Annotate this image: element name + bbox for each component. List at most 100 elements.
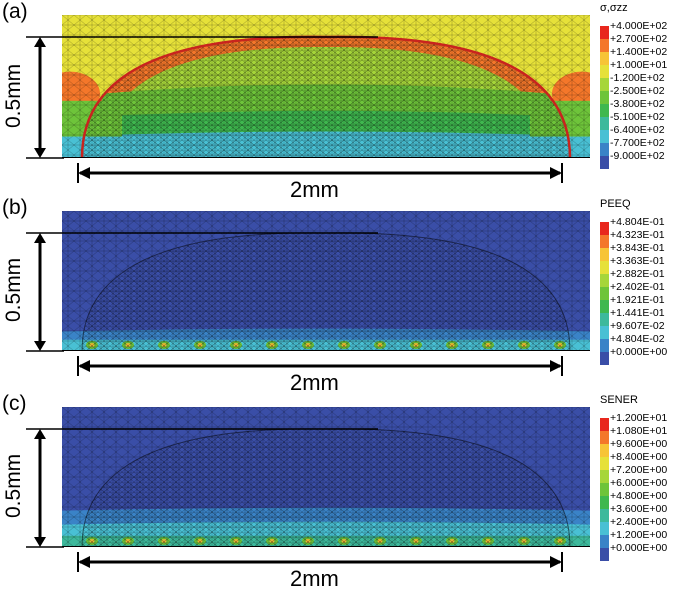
legend-tick-label: +1.000E+01 (610, 59, 668, 71)
legend-row: -2.500E+02 (598, 85, 700, 104)
legend-row: -3.800E+02 (598, 98, 700, 117)
legend-tick-label: +4.804E-01 (610, 216, 665, 228)
legend-tick-label: +4.323E-01 (610, 229, 665, 241)
legend-swatch (600, 509, 609, 522)
legend-row: +4.000E+02 (598, 20, 700, 39)
panel-a: (a) 0.5mm 2mm σ,σzz +4.000E+02 +2.700E+02 +1.4… (0, 0, 700, 202)
legend-swatch (600, 26, 609, 39)
legend-row: +9.600E+00 (598, 438, 700, 457)
panel-label: (a) (2, 0, 28, 23)
legend-swatch (600, 535, 609, 548)
dimension-lines (26, 232, 563, 376)
legend-row: +1.200E+01 (598, 412, 700, 431)
legend-row: +2.400E+00 (598, 516, 700, 535)
legend-row: +2.402E-01 (598, 281, 700, 300)
legend-tick-label: -7.700E+02 (610, 137, 665, 149)
legend-swatch (600, 274, 609, 287)
legend-title: SENER (600, 394, 638, 406)
legend-swatch (600, 117, 609, 130)
legend-swatch (600, 52, 609, 65)
legend-row: +1.921E-01 (598, 294, 700, 313)
legend-tick-label: -2.500E+02 (610, 85, 665, 97)
legend-row: +1.400E+02 (598, 46, 700, 65)
legend-row: +3.600E+00 (598, 503, 700, 522)
legend-tick-label: +9.607E-02 (610, 320, 665, 332)
contour-svg (62, 15, 590, 158)
legend-swatch (600, 78, 609, 91)
legend-swatch (600, 248, 609, 261)
legend-tick-label: +4.800E+00 (610, 490, 668, 502)
legend-tick-label: -3.800E+02 (610, 98, 665, 110)
color-legend: SENER +1.200E+01 +1.080E+01 +9.600E+00 +8.40… (598, 394, 700, 580)
legend-row: +0.000E+00 (598, 542, 700, 561)
legend-tick-label: +9.600E+00 (610, 438, 668, 450)
legend-swatch (600, 431, 609, 444)
legend-tick-label: +1.400E+02 (610, 46, 668, 58)
legend-tick-label: +1.200E+00 (610, 529, 668, 541)
legend-row: +1.441E-01 (598, 307, 700, 326)
legend-swatch (600, 235, 609, 248)
legend-swatch (600, 470, 609, 483)
legend-swatch (600, 522, 609, 535)
legend-tick-label: +8.400E+00 (610, 451, 668, 463)
vertical-dimension-label: 0.5mm (2, 453, 25, 518)
color-legend: σ,σzz +4.000E+02 +2.700E+02 +1.400E+02 +1.00… (598, 2, 700, 188)
legend-row: +2.700E+02 (598, 33, 700, 52)
legend-tick-label: +2.402E-01 (610, 281, 665, 293)
legend-row: +4.804E-02 (598, 333, 700, 352)
panel-label: (c) (2, 392, 27, 415)
legend-swatch (600, 496, 609, 509)
legend-tick-label: +0.000E+00 (610, 346, 668, 358)
legend-swatch (600, 91, 609, 104)
legend-tick-label: +2.400E+00 (610, 516, 668, 528)
legend-swatch (600, 313, 609, 326)
legend-tick-label: +3.600E+00 (610, 503, 668, 515)
horizontal-dimension-label: 2mm (290, 566, 339, 591)
legend-tick-label: +1.441E-01 (610, 307, 665, 319)
legend-swatch (600, 300, 609, 313)
legend-tick-label: +0.000E+00 (610, 542, 668, 554)
legend-swatch (600, 326, 609, 339)
panel-c: (c) 0.5mm 2mm SENER +1.200E+01 +1.080E+01 +9.6… (0, 392, 700, 591)
legend-swatch (600, 418, 609, 431)
legend-row: -5.100E+02 (598, 111, 700, 130)
legend-row: -7.700E+02 (598, 137, 700, 156)
legend-row: +3.363E-01 (598, 255, 700, 274)
legend-swatch (600, 261, 609, 274)
legend-row: +0.000E+00 (598, 346, 700, 365)
legend-swatch (600, 65, 609, 78)
legend-tick-label: +4.804E-02 (610, 333, 665, 345)
legend-row: +4.323E-01 (598, 229, 700, 248)
dimension-lines (26, 36, 563, 183)
legend-tick-label: -9.000E+02 (610, 150, 665, 162)
legend-swatch (600, 130, 609, 143)
legend-row: +8.400E+00 (598, 451, 700, 470)
legend-tick-label: +2.700E+02 (610, 33, 668, 45)
panel-label: (b) (2, 196, 28, 219)
legend-swatch (600, 39, 609, 52)
legend-tick-label: +7.200E+00 (610, 464, 668, 476)
vertical-dimension-label: 0.5mm (2, 257, 25, 322)
legend-row: +2.882E-01 (598, 268, 700, 287)
legend-tick-label: +1.200E+01 (610, 412, 668, 424)
legend-swatch (600, 352, 609, 365)
legend-tick-label: -5.100E+02 (610, 111, 665, 123)
legend-row: +9.607E-02 (598, 320, 700, 339)
legend-swatch (600, 287, 609, 300)
legend-tick-label: +4.000E+02 (610, 20, 668, 32)
color-legend: PEEQ +4.804E-01 +4.323E-01 +3.843E-01 +3.363… (598, 198, 700, 384)
legend-swatch (600, 457, 609, 470)
legend-swatch (600, 156, 609, 169)
contour-plot (62, 407, 590, 547)
horizontal-dimension-label: 2mm (290, 177, 339, 202)
contour-svg (62, 211, 590, 351)
legend-swatch (600, 339, 609, 352)
legend-row: +4.800E+00 (598, 490, 700, 509)
contour-plot (62, 211, 590, 351)
contour-plot (62, 15, 590, 158)
legend-row: -6.400E+02 (598, 124, 700, 143)
dimension-lines (26, 428, 563, 572)
contour-svg (62, 407, 590, 547)
legend-tick-label: -1.200E+02 (610, 72, 665, 84)
legend-row: +4.804E-01 (598, 216, 700, 235)
